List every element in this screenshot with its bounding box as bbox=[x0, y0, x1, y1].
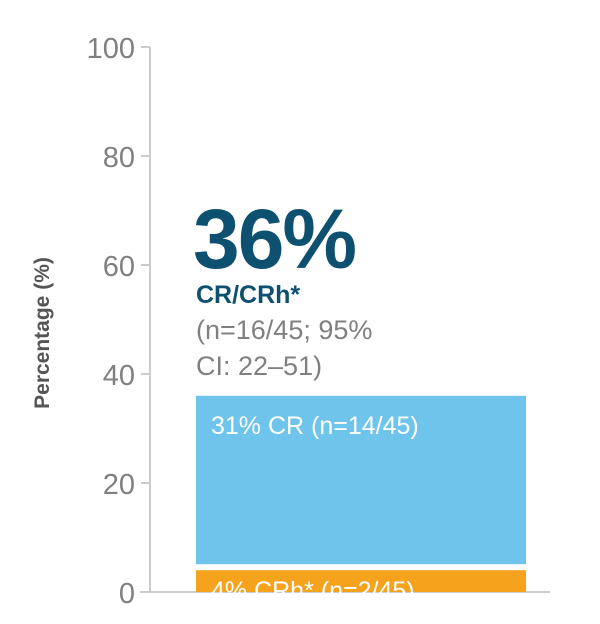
total-value: 36% bbox=[193, 192, 355, 286]
bar-label-crh: 4% CRh* (n=2/45) bbox=[211, 577, 415, 605]
y-tick-label: 40 bbox=[103, 360, 135, 392]
y-tick-label: 80 bbox=[103, 142, 135, 174]
y-tick-label: 60 bbox=[103, 251, 135, 283]
total-caption: CR/CRh* bbox=[196, 281, 300, 309]
axes: 0 20 40 60 80 100 Percentage (%) bbox=[31, 33, 550, 610]
total-note-line2: CI: 22–51) bbox=[196, 351, 322, 381]
y-tick-label: 0 bbox=[119, 578, 135, 610]
bar-label-cr: 31% CR (n=14/45) bbox=[211, 412, 419, 440]
y-tick-label: 100 bbox=[87, 33, 135, 65]
total-annotation: 36% CR/CRh* (n=16/45; 95% CI: 22–51) bbox=[193, 192, 372, 381]
y-ticks: 0 20 40 60 80 100 bbox=[87, 33, 150, 610]
bars: 4% CRh* (n=2/45) 31% CR (n=14/45) bbox=[196, 395, 526, 605]
y-tick-label: 20 bbox=[103, 469, 135, 501]
total-note-line1: (n=16/45; 95% bbox=[196, 315, 372, 345]
y-axis-label: Percentage (%) bbox=[31, 257, 54, 409]
bar-segment-crh bbox=[196, 570, 526, 592]
bar-segment-cr bbox=[196, 395, 526, 565]
